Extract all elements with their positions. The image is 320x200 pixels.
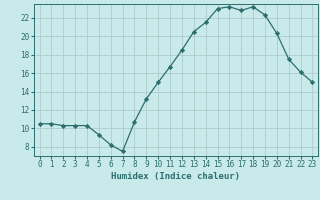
X-axis label: Humidex (Indice chaleur): Humidex (Indice chaleur)	[111, 172, 241, 181]
